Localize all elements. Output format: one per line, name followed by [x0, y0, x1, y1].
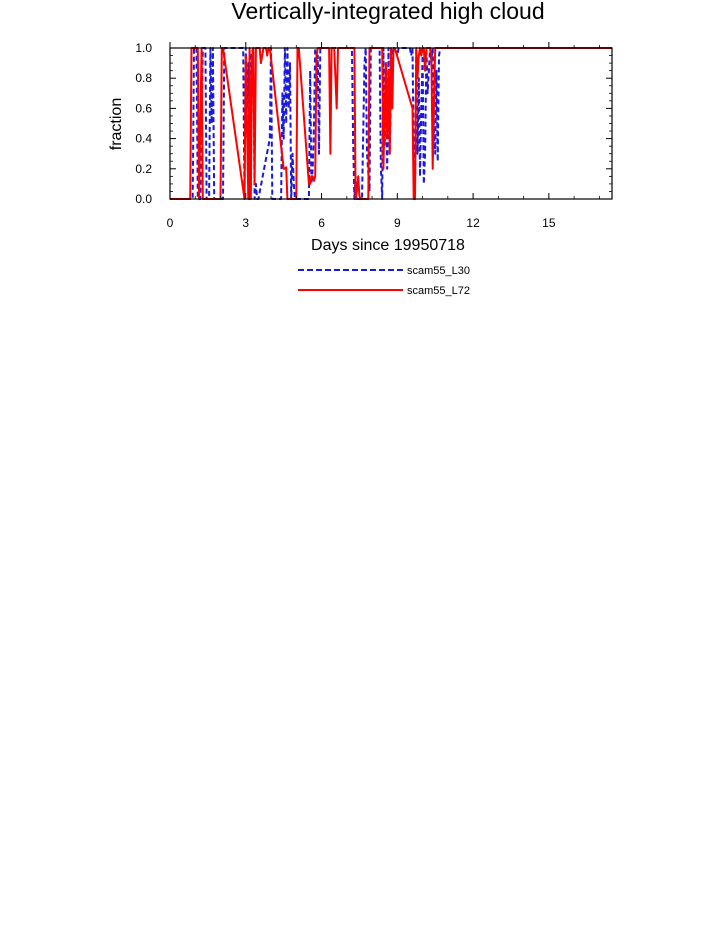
- y-axis-label: fraction: [108, 98, 125, 150]
- x-tick-label: 3: [242, 216, 249, 230]
- y-tick-label: 1.0: [135, 41, 152, 55]
- plot-area: [170, 47, 612, 200]
- legend-label-scam55-l72: scam55_L72: [407, 285, 470, 297]
- x-tick-label: 12: [466, 216, 480, 230]
- y-tick-label: 0.4: [135, 132, 152, 146]
- series-line-scam55-l72: [170, 47, 612, 200]
- chart-title: Vertically-integrated high cloud: [231, 0, 544, 24]
- legend-label-scam55-l30: scam55_L30: [407, 265, 470, 277]
- axes: 0 3 6 9 12 15 0.0 0.2 0.4 0.6 0.8 1.0: [135, 41, 613, 230]
- y-tick-label: 0.6: [135, 101, 152, 115]
- x-tick-label: 9: [394, 216, 401, 230]
- y-tick-label: 0.0: [135, 192, 152, 206]
- x-tick-label: 15: [542, 216, 556, 230]
- x-axis-label: Days since 19950718: [311, 237, 465, 254]
- x-tick-label: 6: [318, 216, 325, 230]
- x-tick-label: 0: [167, 216, 174, 230]
- y-tick-label: 0.2: [135, 162, 152, 176]
- legend: scam55_L30 scam55_L72: [298, 265, 470, 297]
- y-tick-label: 0.8: [135, 71, 152, 85]
